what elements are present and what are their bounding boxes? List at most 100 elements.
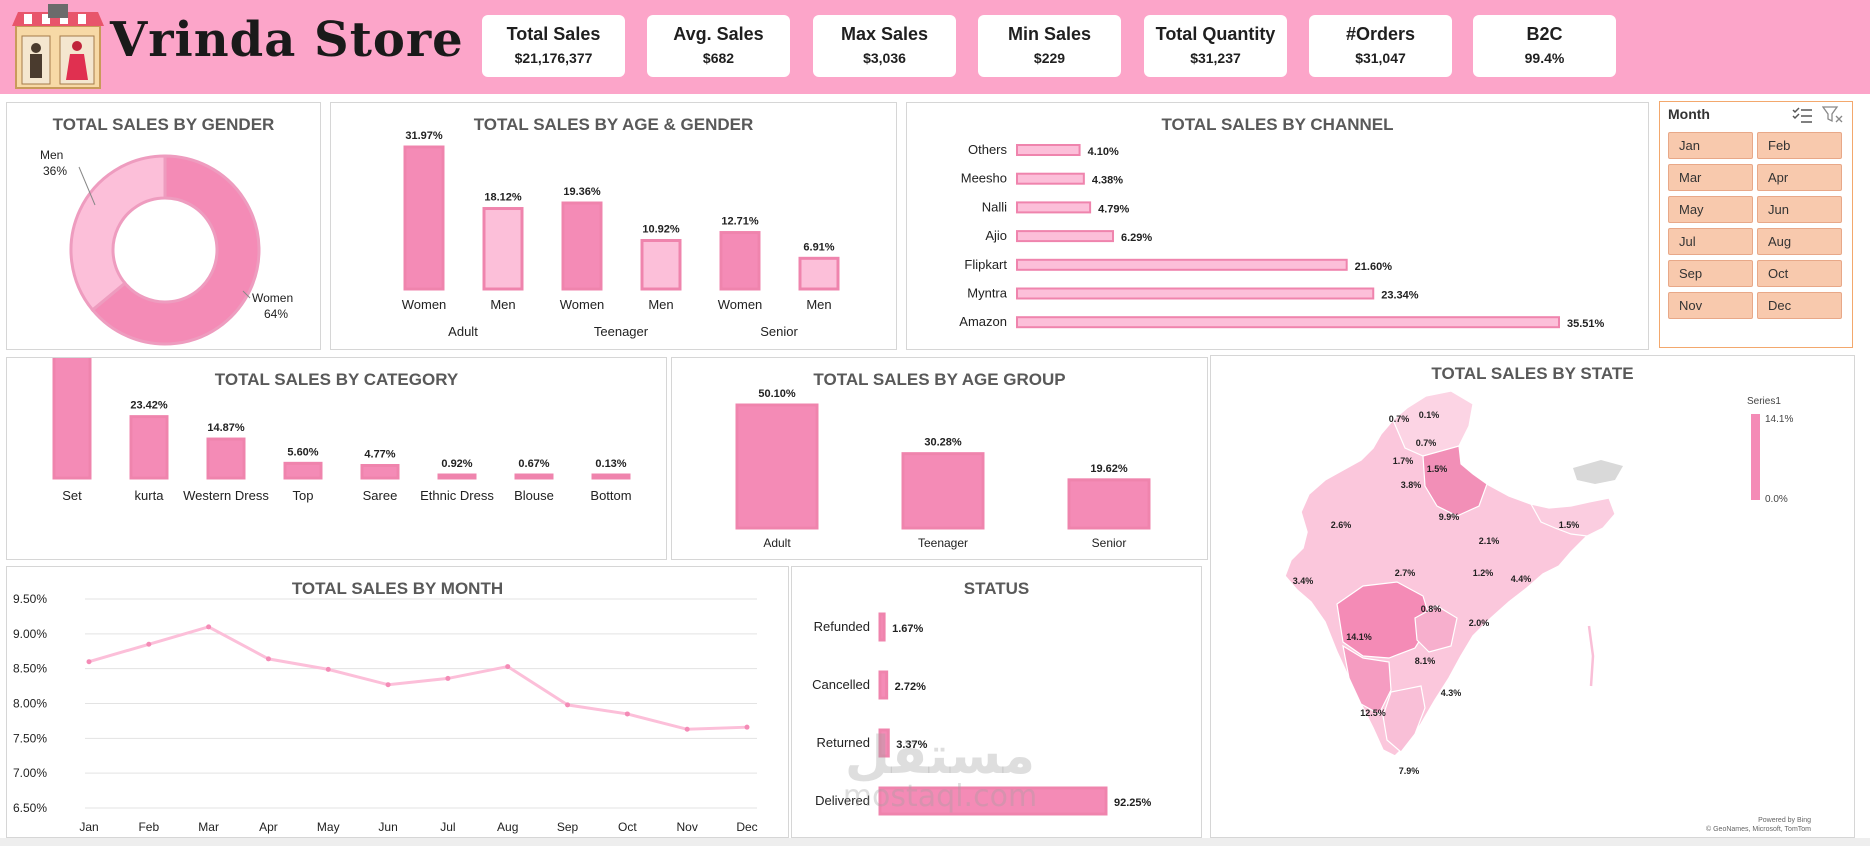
kpi-value: $21,176,377 bbox=[514, 50, 593, 66]
kpi-value: $31,237 bbox=[1190, 50, 1241, 66]
y-tick-label: Delivered bbox=[815, 793, 870, 808]
age-gender-bar-chart[interactable]: 31.97% Women 18.12% Men 19.36% Women 10.92% Men… bbox=[331, 103, 896, 349]
map-region-islands bbox=[1587, 625, 1595, 687]
bar-value-label: 4.38% bbox=[1092, 175, 1123, 187]
line-point-jul bbox=[445, 675, 451, 681]
series-line bbox=[88, 625, 748, 731]
bar-kurta bbox=[129, 415, 169, 480]
bar-men bbox=[640, 238, 682, 291]
hbar-refunded bbox=[878, 612, 886, 642]
x-tick-label: Nov bbox=[677, 820, 698, 834]
map-region-label: 12.5% bbox=[1360, 708, 1386, 718]
bar-value-label: 4.77% bbox=[364, 449, 395, 461]
clear-filter-icon[interactable] bbox=[1822, 106, 1844, 124]
bar-value-label: 2.72% bbox=[895, 681, 926, 693]
map-region-up bbox=[1422, 445, 1488, 517]
x-tick-label: Dec bbox=[736, 820, 757, 834]
y-tick-label: 7.00% bbox=[13, 766, 47, 780]
bar-value-label: 19.62% bbox=[1090, 463, 1128, 475]
map-region-label: 4.3% bbox=[1441, 688, 1462, 698]
bar-value-label: 19.36% bbox=[563, 186, 601, 198]
status-bar-chart[interactable]: Refunded 1.67% Cancelled 2.72% Returned 3.37%… bbox=[792, 567, 1201, 837]
hbar-myntra bbox=[1016, 287, 1375, 300]
channel-bar-chart[interactable]: Others 4.10% Meesho 4.38% Nalli 4.79% Ajio 6.29… bbox=[907, 103, 1648, 349]
x-group-label: Teenager bbox=[594, 324, 649, 339]
kpi-max-sales: Max Sales $3,036 bbox=[813, 15, 956, 77]
bar-value-label: 0.13% bbox=[595, 458, 626, 470]
map-legend-max: 14.1% bbox=[1765, 414, 1793, 425]
slicer-item-may[interactable]: May bbox=[1668, 196, 1753, 223]
slicer-title: Month bbox=[1668, 106, 1710, 122]
month-slicer[interactable]: Month Jan Feb Mar Apr May Jun Jul Aug Se… bbox=[1659, 101, 1853, 348]
donut-label-men-name: Men bbox=[40, 148, 63, 162]
month-line-chart[interactable]: 9.50% 9.00% 8.50% 8.00% 7.50% 7.00% 6.50% Jan Fe… bbox=[7, 567, 788, 837]
category-chart-panel[interactable]: TOTAL SALES BY CATEGORY 49.62%Set23.42%k… bbox=[6, 357, 667, 560]
slicer-item-oct[interactable]: Oct bbox=[1757, 260, 1842, 287]
gender-chart-panel[interactable]: TOTAL SALES BY GENDER Women 64% Men 36% bbox=[6, 102, 321, 350]
bar-value-label: 23.42% bbox=[130, 400, 168, 412]
bar-teenager bbox=[901, 452, 985, 530]
age-group-chart-panel[interactable]: TOTAL SALES BY AGE GROUP 50.10% Adult 30.2… bbox=[671, 357, 1208, 560]
bar-value-label: 35.51% bbox=[1567, 318, 1605, 330]
india-state-map[interactable]: 0.7% 0.1%0.7%1.7%1.5%3.8%9.9%2.6%2.1%1.5%… bbox=[1211, 356, 1854, 837]
y-tick-label: Meesho bbox=[961, 171, 1007, 186]
bar-value-label: 30.28% bbox=[924, 437, 962, 449]
x-tick-label: Women bbox=[402, 297, 447, 312]
horizontal-scrollbar[interactable] bbox=[0, 838, 1870, 846]
slicer-item-sep[interactable]: Sep bbox=[1668, 260, 1753, 287]
bar-value-label: 50.10% bbox=[758, 388, 796, 400]
map-legend-min: 0.0% bbox=[1765, 494, 1788, 505]
y-tick-label: Refunded bbox=[814, 619, 870, 634]
state-map-panel[interactable]: TOTAL SALES BY STATE 0.7% 0.1% 0.7% 1.7% 1.5… bbox=[1210, 355, 1855, 838]
slicer-item-jan[interactable]: Jan bbox=[1668, 132, 1753, 159]
x-tick-label: Jan bbox=[79, 820, 98, 834]
map-region-label: 1.2% bbox=[1473, 568, 1494, 578]
x-tick-label: Sep bbox=[557, 820, 579, 834]
map-region-label: 8.1% bbox=[1415, 656, 1436, 666]
chart-title: STATUS bbox=[963, 579, 1030, 598]
chart-title: TOTAL SALES BY GENDER bbox=[52, 115, 275, 134]
status-chart-panel[interactable]: STATUS Refunded 1.67% Cancelled 2.72% Return… bbox=[791, 566, 1202, 838]
chart-title: TOTAL SALES BY CATEGORY bbox=[214, 370, 459, 389]
donut-label-men-value: 36% bbox=[43, 164, 67, 178]
channel-chart-panel[interactable]: TOTAL SALES BY CHANNEL Others 4.10% Meesho… bbox=[906, 102, 1649, 350]
bar-value-label: 6.91% bbox=[803, 241, 834, 253]
line-point-oct bbox=[624, 711, 630, 717]
map-region-label: 2.1% bbox=[1479, 536, 1500, 546]
map-region-north bbox=[1392, 390, 1474, 457]
x-tick-label: Blouse bbox=[514, 488, 554, 503]
line-point-apr bbox=[265, 656, 271, 662]
x-tick-label: Saree bbox=[363, 488, 398, 503]
x-tick-label: Jun bbox=[378, 820, 397, 834]
age-group-bar-chart[interactable]: 50.10% Adult 30.28% Teenager 19.62% Senior bbox=[672, 358, 1207, 559]
map-region-label: 0.1% bbox=[1419, 410, 1440, 420]
y-tick-label: Others bbox=[968, 142, 1008, 157]
kpi-label: Min Sales bbox=[1007, 24, 1092, 44]
x-tick-label: Teenager bbox=[918, 536, 968, 550]
kpi-label: Total Sales bbox=[506, 24, 601, 44]
slicer-item-apr[interactable]: Apr bbox=[1757, 164, 1842, 191]
multi-select-icon[interactable] bbox=[1792, 106, 1814, 124]
slicer-item-nov[interactable]: Nov bbox=[1668, 292, 1753, 319]
slicer-item-feb[interactable]: Feb bbox=[1757, 132, 1842, 159]
x-tick-label: kurta bbox=[135, 488, 165, 503]
donut-slice-men bbox=[69, 154, 167, 313]
bar-ethnic-dress bbox=[437, 473, 477, 480]
y-tick-label: 8.50% bbox=[13, 662, 47, 676]
slicer-item-dec[interactable]: Dec bbox=[1757, 292, 1842, 319]
slicer-item-mar[interactable]: Mar bbox=[1668, 164, 1753, 191]
x-tick-label: Oct bbox=[618, 820, 637, 834]
slicer-item-jul[interactable]: Jul bbox=[1668, 228, 1753, 255]
map-legend-scale bbox=[1751, 414, 1760, 500]
slicer-item-aug[interactable]: Aug bbox=[1757, 228, 1842, 255]
bar-value-label: 5.60% bbox=[287, 446, 318, 458]
age-gender-chart-panel[interactable]: TOTAL SALES BY AGE & GENDER 31.97% Women 1… bbox=[330, 102, 897, 350]
chart-title: TOTAL SALES BY CHANNEL bbox=[1161, 115, 1394, 134]
slicer-item-jun[interactable]: Jun bbox=[1757, 196, 1842, 223]
map-region-label: 1.5% bbox=[1427, 464, 1448, 474]
x-tick-label: Mar bbox=[198, 820, 219, 834]
month-chart-panel[interactable]: TOTAL SALES BY MONTH 9.50% 9.00% 8.50% 8.00… bbox=[6, 566, 789, 838]
donut-label-women-value: 64% bbox=[264, 307, 288, 321]
gender-donut-chart[interactable]: Women 64% Men 36% bbox=[7, 103, 320, 349]
